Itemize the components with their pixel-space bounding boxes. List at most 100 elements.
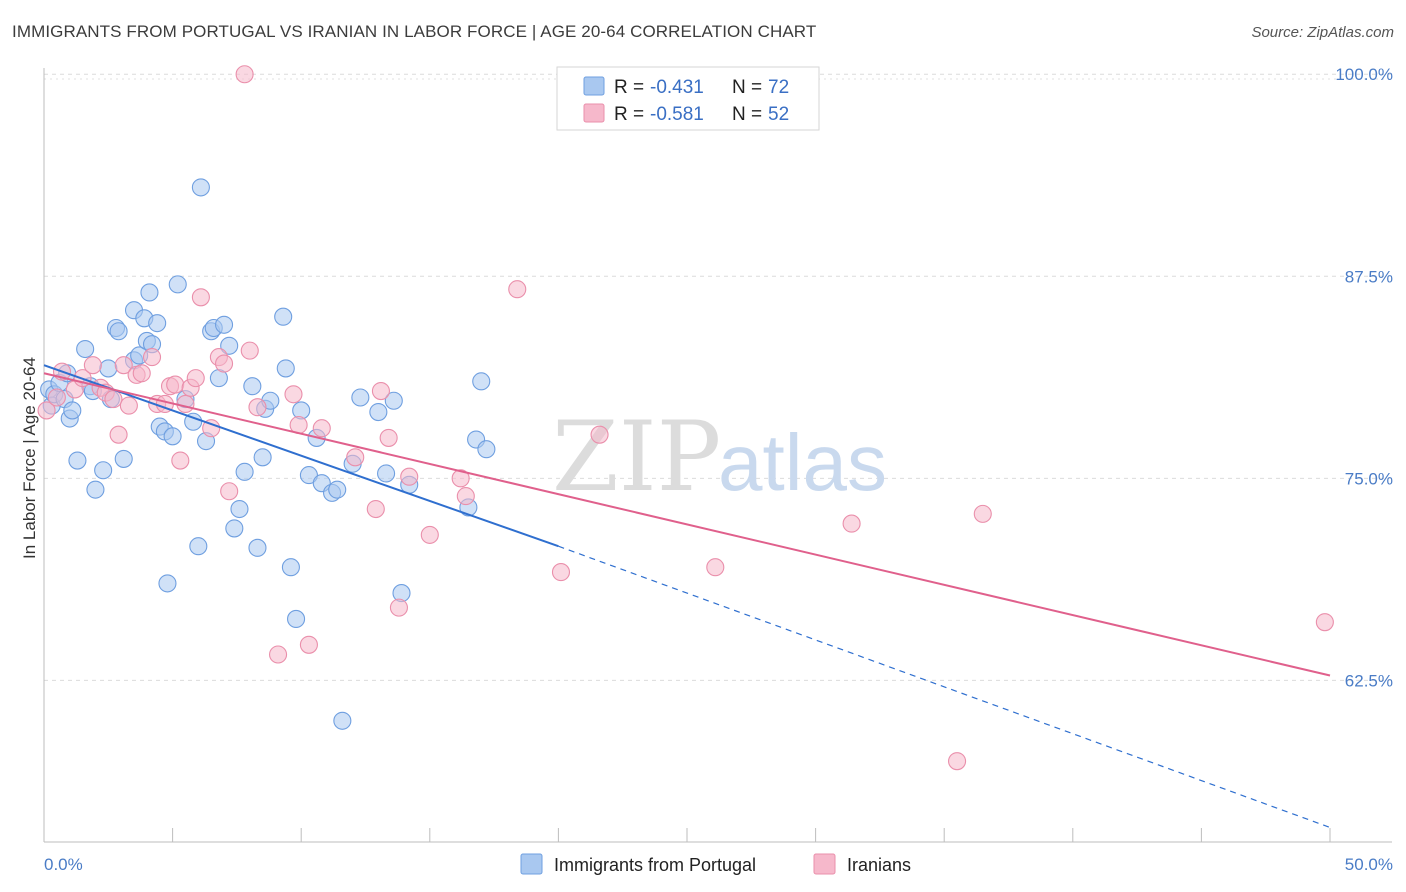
bottom-legend-swatch-iranians <box>813 853 836 875</box>
data-point-iranians <box>132 364 151 383</box>
trend-lines <box>43 364 1331 829</box>
data-point-portugal <box>214 315 234 334</box>
data-point-iranians <box>389 598 408 617</box>
data-point-portugal <box>140 283 159 302</box>
data-point-iranians <box>83 356 102 375</box>
watermark: ZIP atlas <box>552 401 887 513</box>
data-point-iranians <box>47 388 66 407</box>
y-axis-label: In Labor Force | Age 20-64 <box>20 357 39 559</box>
grid-lines <box>44 73 1392 681</box>
data-point-iranians <box>366 499 385 519</box>
data-point-portugal <box>99 359 118 378</box>
data-point-portugal <box>274 307 293 326</box>
chart-title: IMMIGRANTS FROM PORTUGAL VS IRANIAN IN L… <box>12 22 817 41</box>
bottom-legend: Immigrants from Portugal Iranians <box>520 853 911 875</box>
data-point-iranians <box>371 381 390 401</box>
data-point-iranians <box>235 65 254 84</box>
data-point-portugal <box>281 558 300 577</box>
legend-box: R = -0.431 N = 72 R = -0.581 N = 52 <box>556 66 820 131</box>
x-tick-label: 50.0% <box>1345 855 1393 874</box>
data-point-portugal <box>328 480 347 499</box>
chart-source: Source: ZipAtlas.com <box>1251 24 1394 41</box>
data-point-iranians <box>240 341 259 360</box>
data-point-iranians <box>706 558 725 577</box>
data-point-iranians <box>114 356 133 375</box>
data-point-portugal <box>94 461 113 480</box>
data-point-portugal <box>477 440 496 459</box>
data-point-portugal <box>287 609 306 628</box>
x-tick-label: 0.0% <box>44 855 83 874</box>
data-point-portugal <box>163 427 182 446</box>
data-point-iranians <box>171 451 190 470</box>
data-point-iranians <box>1315 613 1334 632</box>
data-point-portugal <box>168 275 187 294</box>
data-point-iranians <box>312 419 331 438</box>
trend-line-iranians <box>43 372 1331 677</box>
legend-n-label-portugal: N = <box>732 77 762 98</box>
data-point-iranians <box>176 394 195 414</box>
data-point-iranians <box>400 467 419 486</box>
data-point-portugal <box>220 336 239 355</box>
data-point-iranians <box>104 390 123 409</box>
data-point-iranians <box>37 401 56 420</box>
data-point-portugal <box>68 451 87 470</box>
data-point-iranians <box>109 425 128 444</box>
data-point-iranians <box>142 348 162 367</box>
data-point-portugal <box>472 372 491 391</box>
data-point-iranians <box>186 369 205 388</box>
y-tick-labels: 100.0% 87.5% 75.0% 62.5% <box>1335 65 1393 690</box>
data-point-portugal <box>299 466 318 485</box>
data-point-portugal <box>184 412 203 431</box>
data-point-portugal <box>333 711 352 730</box>
data-point-portugal <box>109 322 128 341</box>
data-point-portugal <box>276 359 295 378</box>
legend-swatch-portugal <box>583 76 605 96</box>
data-point-iranians <box>248 398 267 417</box>
legend-n-label-iranians: N = <box>732 104 762 125</box>
data-point-iranians <box>456 487 475 506</box>
data-point-portugal <box>351 388 370 407</box>
data-point-portugal <box>158 574 177 593</box>
data-point-iranians <box>284 385 303 404</box>
data-point-iranians <box>451 469 470 488</box>
data-point-iranians <box>551 563 571 582</box>
data-point-portugal <box>225 519 244 538</box>
data-point-portugal <box>191 178 210 197</box>
legend-r-label-portugal: R = <box>614 77 644 98</box>
axes <box>43 68 1392 843</box>
data-point-portugal <box>189 537 208 556</box>
data-point-portugal <box>384 391 403 410</box>
y-tick-label: 62.5% <box>1345 671 1393 690</box>
legend-n-value-iranians: 52 <box>768 104 789 125</box>
data-point-iranians <box>420 525 439 544</box>
y-tick-label: 87.5% <box>1345 267 1393 286</box>
data-point-iranians <box>269 645 288 664</box>
trend-line-portugal-extension <box>558 545 1331 829</box>
data-point-portugal <box>235 462 254 481</box>
data-point-portugal <box>230 499 249 519</box>
watermark-atlas: atlas <box>718 418 887 507</box>
data-point-portugal <box>369 403 388 422</box>
trend-line-portugal <box>43 364 559 548</box>
data-point-portugal <box>248 538 267 557</box>
data-point-iranians <box>299 635 318 654</box>
data-point-portugal <box>377 464 396 483</box>
data-point-portugal <box>114 449 133 468</box>
legend-n-value-portugal: 72 <box>768 77 789 98</box>
y-tick-label: 100.0% <box>1335 65 1393 84</box>
legend-r-value-portugal: -0.431 <box>650 77 704 98</box>
data-point-iranians <box>166 375 185 394</box>
data-point-iranians <box>948 752 967 771</box>
data-point-iranians <box>508 280 527 299</box>
data-point-iranians <box>973 504 992 523</box>
watermark-zip: ZIP <box>552 401 721 513</box>
data-point-portugal <box>253 448 272 467</box>
data-point-portugal <box>63 401 82 420</box>
data-point-portugal <box>86 480 105 499</box>
bottom-legend-swatch-portugal <box>520 853 543 875</box>
x-tick-labels: 0.0% 50.0% <box>44 855 1393 874</box>
bottom-legend-label-iranians: Iranians <box>847 855 911 875</box>
bottom-legend-label-portugal: Immigrants from Portugal <box>554 855 756 875</box>
data-point-portugal <box>243 377 262 396</box>
legend-r-label-iranians: R = <box>614 104 644 125</box>
